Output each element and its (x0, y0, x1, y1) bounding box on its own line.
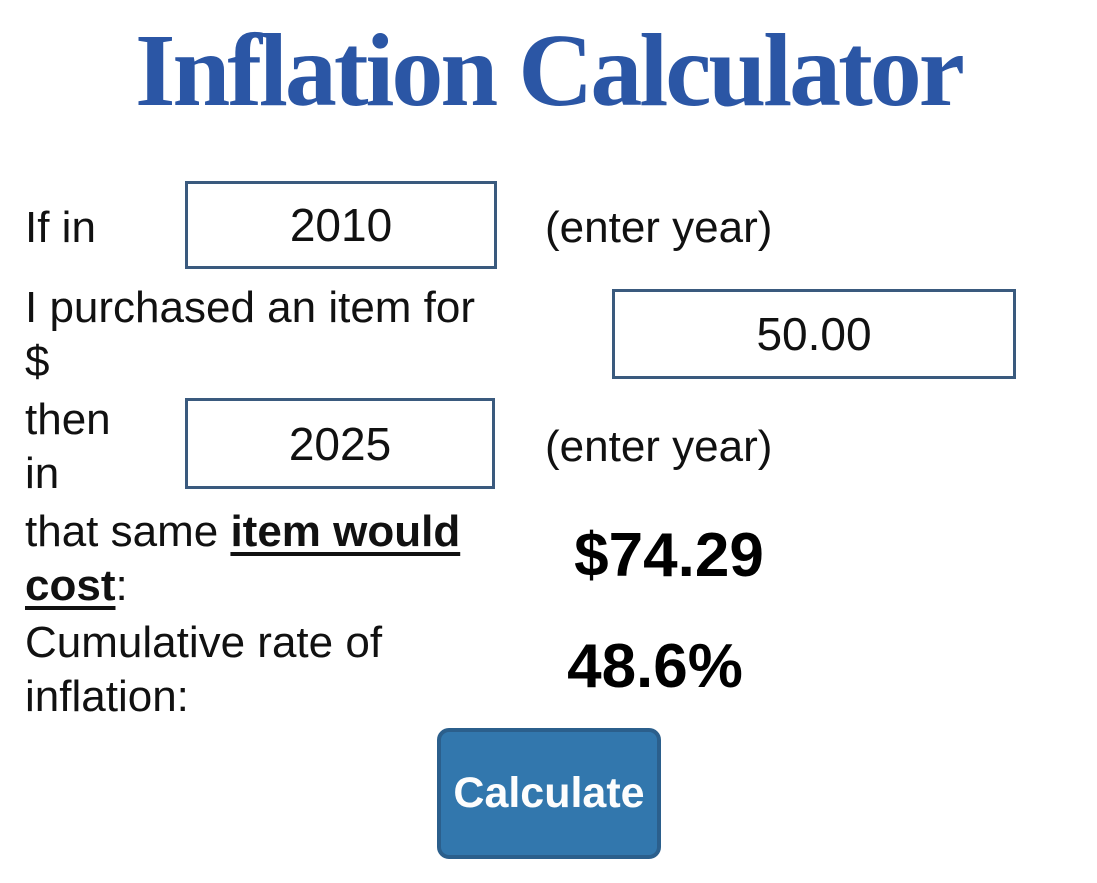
cost-result-label: that same item would cost: (25, 505, 485, 613)
rate-result-label: Cumulative rate of inflation: (25, 618, 383, 721)
amount-input[interactable] (612, 289, 1016, 379)
cost-label-suffix: : (115, 561, 128, 610)
cost-label-prefix: that same (25, 507, 231, 556)
cost-label-emphasis: item would cost (25, 507, 461, 610)
end-year-label: then in (25, 395, 111, 498)
start-year-hint: (enter year) (545, 203, 773, 252)
start-year-label: If in (25, 203, 96, 252)
amount-label: I purchased an item for $ (25, 283, 476, 386)
end-year-hint: (enter year) (545, 422, 773, 471)
start-year-input[interactable] (185, 181, 497, 269)
rate-result-value: 48.6% (567, 632, 743, 701)
end-year-input[interactable] (185, 398, 495, 489)
calculate-button[interactable]: Calculate (437, 728, 661, 859)
cost-result-value: $74.29 (574, 521, 764, 590)
page-title: Inflation Calculator (135, 13, 965, 128)
